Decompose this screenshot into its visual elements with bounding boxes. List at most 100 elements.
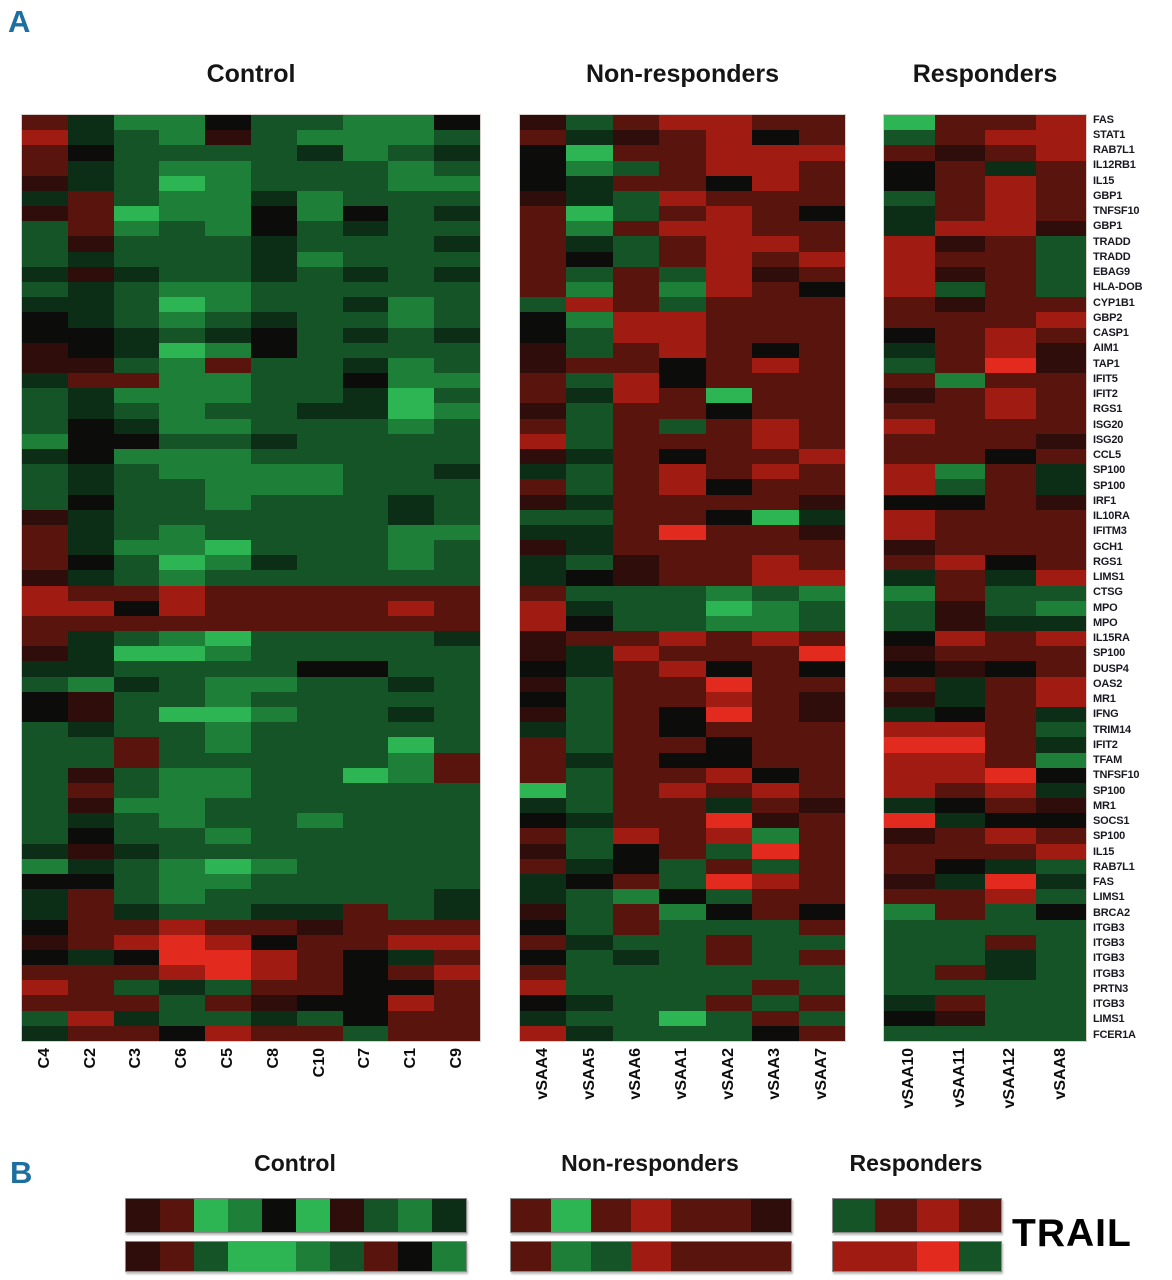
heatmap-cell: [566, 115, 613, 131]
heatmap-cell: [566, 479, 613, 495]
heatmap-cell: [934, 281, 985, 298]
heatmap-responders: [883, 114, 1087, 1042]
heatmap-cell: [434, 798, 480, 814]
heatmap-cell: [113, 206, 160, 222]
heatmap-cell: [884, 342, 935, 358]
heatmap-cell: [113, 236, 160, 252]
heatmap-cell: [388, 175, 435, 191]
column-label: vSAA8: [1051, 1048, 1069, 1100]
heatmap-cell: [884, 494, 935, 510]
heatmap-cell: [934, 403, 985, 419]
heatmap-cell: [1035, 874, 1086, 890]
heatmap-cell: [342, 281, 389, 298]
heatmap-cell: [250, 631, 297, 647]
heatmap-cell: [752, 251, 799, 267]
heatmap-cell: [612, 737, 660, 753]
gene-label: TNFSF10: [1093, 205, 1140, 218]
heatmap-cell: [520, 266, 567, 282]
heatmap-cell: [113, 798, 160, 814]
heatmap-cell: [250, 524, 297, 541]
heatmap-cell: [566, 342, 613, 358]
heatmap-cell: [934, 631, 985, 647]
heatmap-cell: [752, 221, 799, 237]
heatmap-cell: [1035, 115, 1086, 131]
column-label: C8: [264, 1048, 282, 1069]
heatmap-cell: [67, 494, 114, 510]
heatmap-cell: [985, 221, 1036, 237]
heatmap-cell: [985, 266, 1036, 282]
heatmap-cell: [388, 767, 435, 783]
heatmap-cell: [752, 782, 799, 799]
heatmap-cell: [705, 782, 753, 799]
gene-label: GBP2: [1093, 311, 1123, 324]
heatmap-cell: [296, 858, 343, 875]
heatmap-cell: [752, 707, 799, 723]
heatmap-cell: [798, 524, 845, 541]
heatmap-cell: [659, 615, 706, 632]
heatmap-cell: [113, 403, 160, 419]
heatmap-cell: [752, 160, 799, 176]
heatmap-cell: [388, 965, 435, 981]
heatmap-cell: [798, 175, 845, 191]
column-label: vSAA10: [900, 1048, 918, 1109]
heatmap-cell: [22, 919, 68, 935]
heatmap-cell: [934, 509, 985, 525]
heatmap-cell: [612, 813, 660, 829]
heatmap-cell: [67, 509, 114, 525]
heatmap-cell: [934, 236, 985, 252]
heatmap-cell: [934, 798, 985, 814]
heatmap-cell: [612, 600, 660, 616]
heatmap-cell: [296, 160, 343, 176]
heatmap-cell: [388, 798, 435, 814]
heatmap-cell: [705, 646, 753, 662]
heatmap-cell: [250, 782, 297, 799]
gene-label: RAB7L1: [1093, 860, 1135, 873]
heatmap-cell: [22, 646, 68, 662]
heatmap-cell: [705, 737, 753, 753]
heatmap-cell: [659, 691, 706, 708]
heatmap-cell: [296, 509, 343, 525]
heatmap-cell: [113, 889, 160, 905]
heatmap-cell: [205, 297, 251, 313]
heatmap-cell: [434, 646, 480, 662]
heatmap-cell: [388, 691, 435, 708]
heatmap-cell: [205, 327, 251, 343]
heatmap-cell: [296, 175, 343, 191]
heatmap-cell: [566, 980, 613, 996]
heatmap-cell: [705, 524, 753, 541]
heatmap-cell: [434, 813, 480, 829]
heatmap-cell: [205, 995, 251, 1011]
heatmap-cell: [985, 600, 1036, 616]
heatmap-cell: [752, 798, 799, 814]
heatmap-cell: [342, 130, 389, 146]
heatmap-cell: [296, 934, 343, 950]
heatmap-cell: [798, 1025, 845, 1041]
heatmap-cell: [520, 221, 567, 237]
heatmap-cell: [705, 312, 753, 328]
heatmap-cell: [612, 251, 660, 267]
heatmap-cell: [752, 266, 799, 282]
heatmap-cell: [705, 130, 753, 146]
heatmap-cell: [22, 980, 68, 996]
heatmap-cell: [798, 707, 845, 723]
heatmap-cell: [434, 266, 480, 282]
heatmap-cell: [671, 1242, 711, 1271]
heatmap-cell: [388, 160, 435, 176]
heatmap-cell: [985, 403, 1036, 419]
heatmap-cell: [364, 1242, 398, 1271]
heatmap-cell: [22, 327, 68, 343]
heatmap-cell: [342, 145, 389, 161]
heatmap-cell: [566, 145, 613, 161]
column-label: vSAA2: [719, 1048, 737, 1100]
heatmap-cell: [434, 479, 480, 495]
heatmap-cell: [884, 722, 935, 738]
heatmap-cell: [705, 858, 753, 875]
heatmap-cell: [1035, 965, 1086, 981]
heatmap-cell: [934, 448, 985, 465]
heatmap-cell: [752, 115, 799, 131]
heatmap-cell: [250, 934, 297, 950]
gene-label: SP100: [1093, 479, 1126, 492]
heatmap-cell: [1035, 889, 1086, 905]
heatmap-cell: [113, 828, 160, 844]
heatmap-cell: [659, 934, 706, 950]
